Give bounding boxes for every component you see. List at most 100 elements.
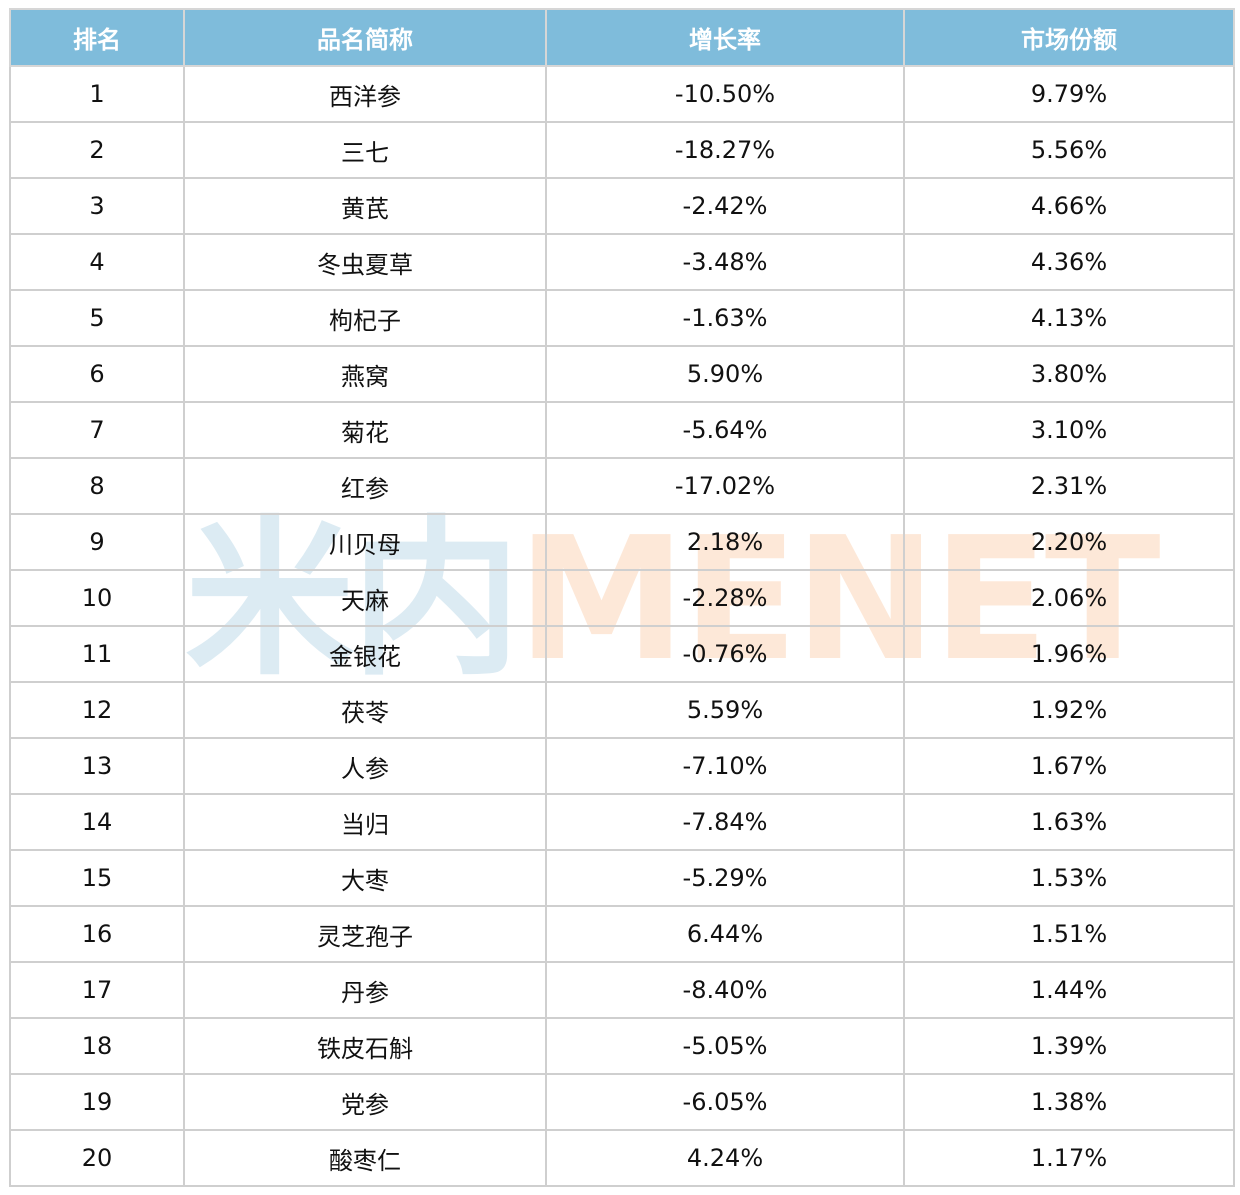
cell-growth: -3.48% [545,233,905,291]
table-row: 2 三七 -18.27% 5.56% [9,121,1235,179]
cell-share: 1.67% [903,737,1235,795]
cell-rank: 11 [9,625,185,683]
cell-share: 1.51% [903,905,1235,963]
cell-name: 黄芪 [183,177,547,235]
cell-share: 4.13% [903,289,1235,347]
cell-growth: -8.40% [545,961,905,1019]
cell-share: 2.06% [903,569,1235,627]
cell-rank: 12 [9,681,185,739]
cell-name: 灵芝孢子 [183,905,547,963]
table-row: 15 大枣 -5.29% 1.53% [9,849,1235,907]
table-row: 12 茯苓 5.59% 1.92% [9,681,1235,739]
table-row: 4 冬虫夏草 -3.48% 4.36% [9,233,1235,291]
table-row: 10 天麻 -2.28% 2.06% [9,569,1235,627]
header-growth: 增长率 [545,8,905,67]
cell-name: 茯苓 [183,681,547,739]
cell-growth: -5.64% [545,401,905,459]
cell-share: 1.39% [903,1017,1235,1075]
cell-name: 天麻 [183,569,547,627]
cell-name: 川贝母 [183,513,547,571]
cell-growth: -7.10% [545,737,905,795]
cell-rank: 10 [9,569,185,627]
cell-share: 1.63% [903,793,1235,851]
cell-name: 菊花 [183,401,547,459]
cell-name: 铁皮石斛 [183,1017,547,1075]
table-row: 19 党参 -6.05% 1.38% [9,1073,1235,1131]
table-container: 排名 品名简称 增长率 市场份额 1 西洋参 -10.50% 9.79% 2 三七 -18.… [9,8,1235,1187]
cell-rank: 9 [9,513,185,571]
cell-growth: -2.42% [545,177,905,235]
table-row: 6 燕窝 5.90% 3.80% [9,345,1235,403]
table-row: 16 灵芝孢子 6.44% 1.51% [9,905,1235,963]
table-row: 3 黄芪 -2.42% 4.66% [9,177,1235,235]
cell-share: 1.96% [903,625,1235,683]
cell-rank: 5 [9,289,185,347]
cell-share: 1.92% [903,681,1235,739]
cell-share: 2.20% [903,513,1235,571]
table-row: 1 西洋参 -10.50% 9.79% [9,65,1235,123]
cell-growth: -0.76% [545,625,905,683]
cell-share: 2.31% [903,457,1235,515]
table-row: 17 丹参 -8.40% 1.44% [9,961,1235,1019]
cell-rank: 3 [9,177,185,235]
cell-rank: 4 [9,233,185,291]
header-row: 排名 品名简称 增长率 市场份额 [9,8,1235,67]
cell-rank: 14 [9,793,185,851]
table-row: 13 人参 -7.10% 1.67% [9,737,1235,795]
cell-rank: 15 [9,849,185,907]
ranking-table: 排名 品名简称 增长率 市场份额 1 西洋参 -10.50% 9.79% 2 三七 -18.… [9,8,1235,1187]
header-rank: 排名 [9,8,185,67]
cell-name: 枸杞子 [183,289,547,347]
cell-growth: -18.27% [545,121,905,179]
table-row: 7 菊花 -5.64% 3.10% [9,401,1235,459]
cell-growth: -6.05% [545,1073,905,1131]
cell-rank: 6 [9,345,185,403]
cell-growth: 5.90% [545,345,905,403]
table-row: 11 金银花 -0.76% 1.96% [9,625,1235,683]
header-name: 品名简称 [183,8,547,67]
cell-rank: 7 [9,401,185,459]
cell-growth: -17.02% [545,457,905,515]
table-header: 排名 品名简称 增长率 市场份额 [9,8,1235,67]
table-row: 9 川贝母 2.18% 2.20% [9,513,1235,571]
table-row: 14 当归 -7.84% 1.63% [9,793,1235,851]
cell-rank: 16 [9,905,185,963]
cell-rank: 17 [9,961,185,1019]
cell-share: 5.56% [903,121,1235,179]
cell-rank: 18 [9,1017,185,1075]
cell-growth: -2.28% [545,569,905,627]
cell-name: 西洋参 [183,65,547,123]
cell-rank: 13 [9,737,185,795]
cell-growth: 4.24% [545,1129,905,1187]
cell-share: 3.10% [903,401,1235,459]
cell-share: 1.53% [903,849,1235,907]
cell-growth: -10.50% [545,65,905,123]
cell-growth: 2.18% [545,513,905,571]
cell-name: 金银花 [183,625,547,683]
cell-name: 红参 [183,457,547,515]
cell-rank: 2 [9,121,185,179]
cell-name: 大枣 [183,849,547,907]
table-row: 8 红参 -17.02% 2.31% [9,457,1235,515]
cell-growth: 6.44% [545,905,905,963]
table-row: 18 铁皮石斛 -5.05% 1.39% [9,1017,1235,1075]
cell-rank: 1 [9,65,185,123]
table-body: 1 西洋参 -10.50% 9.79% 2 三七 -18.27% 5.56% 3 黄芪 -2.42%… [9,65,1235,1187]
cell-rank: 19 [9,1073,185,1131]
cell-share: 1.44% [903,961,1235,1019]
cell-growth: -7.84% [545,793,905,851]
cell-share: 4.66% [903,177,1235,235]
cell-rank: 20 [9,1129,185,1187]
cell-rank: 8 [9,457,185,515]
cell-name: 酸枣仁 [183,1129,547,1187]
cell-name: 三七 [183,121,547,179]
cell-name: 燕窝 [183,345,547,403]
table-row: 20 酸枣仁 4.24% 1.17% [9,1129,1235,1187]
cell-share: 9.79% [903,65,1235,123]
cell-name: 人参 [183,737,547,795]
table-row: 5 枸杞子 -1.63% 4.13% [9,289,1235,347]
cell-name: 当归 [183,793,547,851]
cell-share: 4.36% [903,233,1235,291]
cell-growth: -5.05% [545,1017,905,1075]
cell-name: 丹参 [183,961,547,1019]
